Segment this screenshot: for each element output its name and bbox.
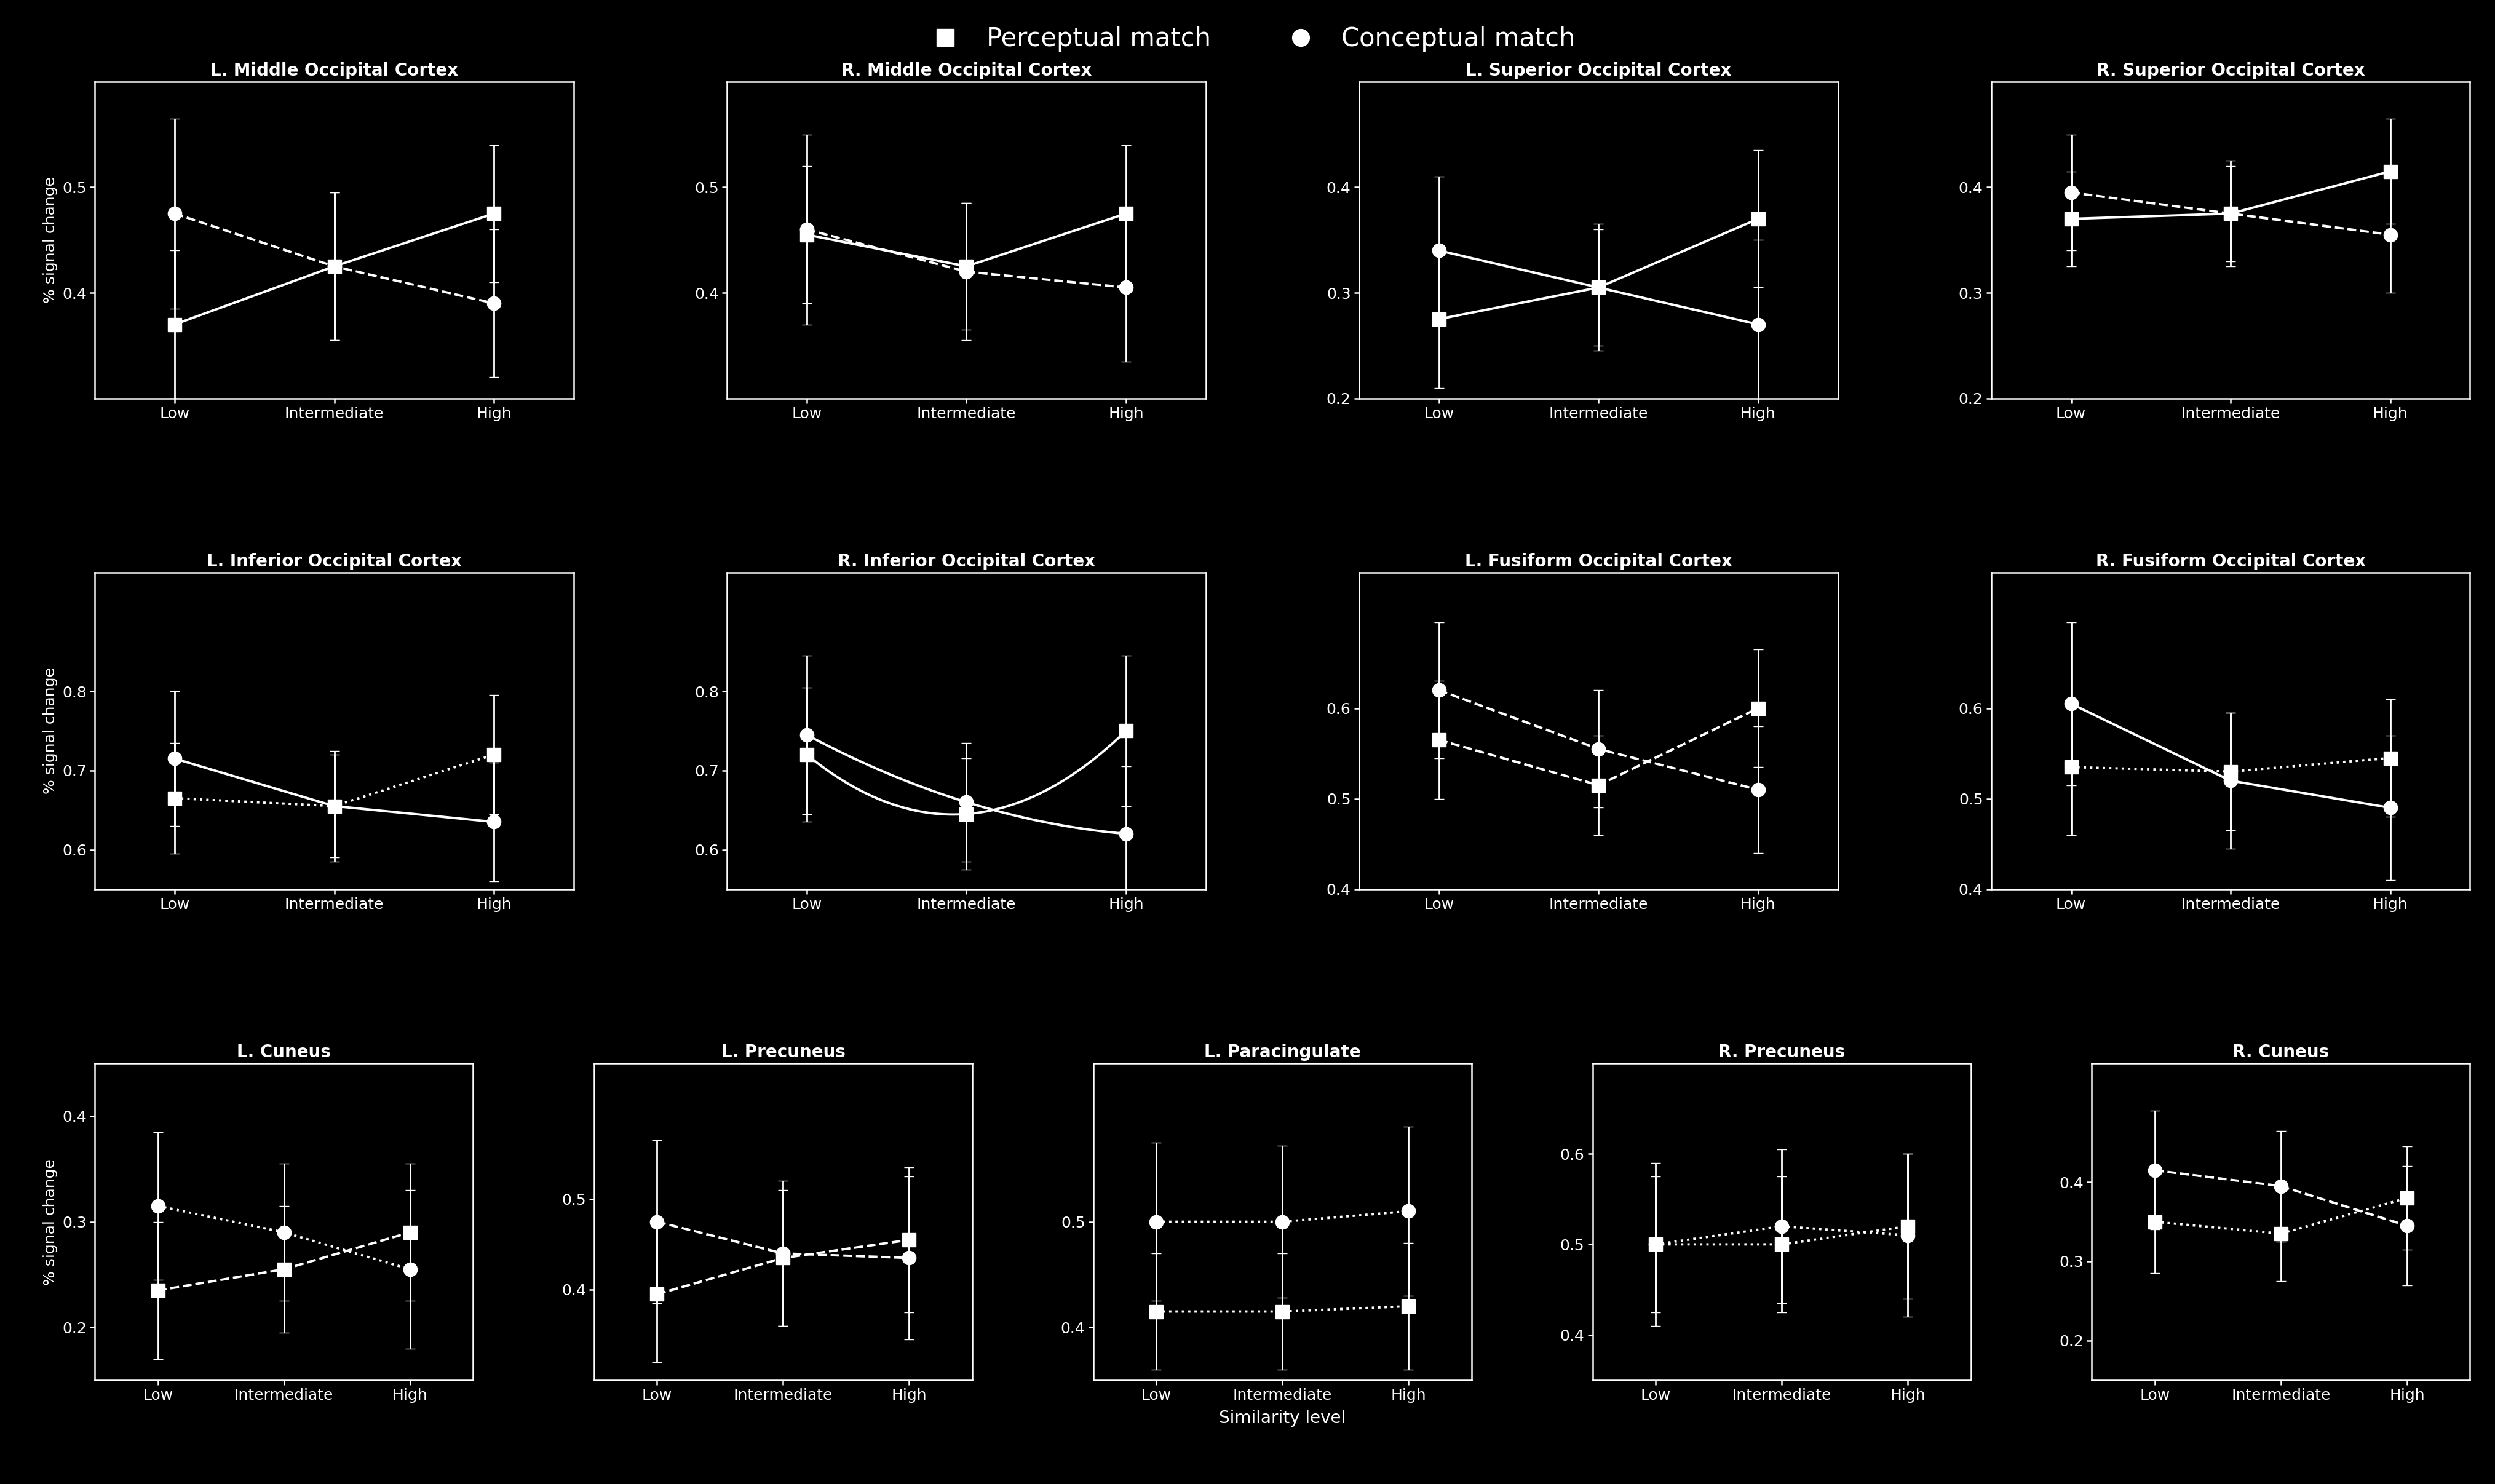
Y-axis label: % signal change: % signal change (42, 668, 57, 794)
Title: R. Fusiform Occipital Cortex: R. Fusiform Occipital Cortex (2096, 554, 2365, 570)
Title: R. Middle Occipital Cortex: R. Middle Occipital Cortex (841, 62, 1093, 79)
Title: L. Superior Occipital Cortex: L. Superior Occipital Cortex (1465, 62, 1732, 79)
Title: R. Cuneus: R. Cuneus (2233, 1043, 2330, 1061)
Title: L. Cuneus: L. Cuneus (237, 1043, 332, 1061)
Legend: Perceptual match, Conceptual match: Perceptual match, Conceptual match (908, 16, 1587, 62)
Title: R. Precuneus: R. Precuneus (1719, 1043, 1846, 1061)
Title: L. Precuneus: L. Precuneus (721, 1043, 846, 1061)
Y-axis label: % signal change: % signal change (42, 177, 57, 303)
Title: L. Paracingulate: L. Paracingulate (1205, 1043, 1360, 1061)
Title: L. Fusiform Occipital Cortex: L. Fusiform Occipital Cortex (1465, 554, 1732, 570)
Title: R. Superior Occipital Cortex: R. Superior Occipital Cortex (2096, 62, 2365, 79)
Y-axis label: % signal change: % signal change (42, 1159, 57, 1285)
Title: L. Inferior Occipital Cortex: L. Inferior Occipital Cortex (207, 554, 462, 570)
X-axis label: Similarity level: Similarity level (1220, 1410, 1345, 1428)
Title: R. Inferior Occipital Cortex: R. Inferior Occipital Cortex (838, 554, 1095, 570)
Title: L. Middle Occipital Cortex: L. Middle Occipital Cortex (210, 62, 459, 79)
